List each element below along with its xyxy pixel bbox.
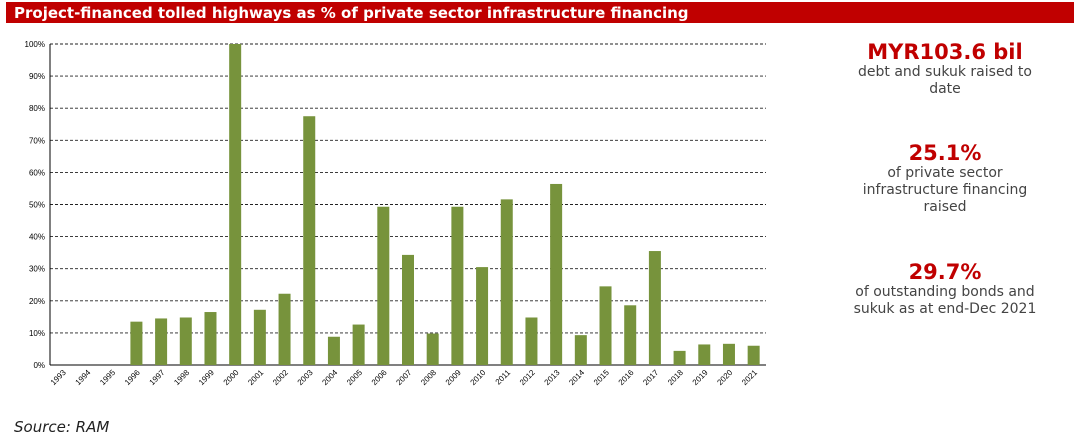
x-tick-label: 1995 [98, 368, 117, 387]
bar [525, 317, 538, 365]
x-tick-label: 2013 [543, 368, 562, 387]
bar [476, 267, 489, 365]
bar [722, 343, 735, 365]
stat-description: of private sector infrastructure financi… [862, 165, 1028, 215]
x-tick-label: 2002 [271, 368, 290, 387]
stat-value: 25.1% [908, 141, 982, 165]
bar [673, 350, 686, 365]
stat-value: 29.7% [908, 260, 982, 284]
x-tick-label: 2011 [494, 368, 513, 387]
bar [747, 345, 760, 365]
bar [179, 317, 192, 365]
x-tick-label: 2021 [740, 368, 759, 387]
chart-title: Project-financed tolled highways as % of… [14, 4, 689, 22]
x-tick-label: 2001 [246, 368, 265, 387]
x-tick-label: 1996 [123, 368, 142, 387]
x-tick-label: 1999 [197, 368, 216, 387]
y-tick-label: 90% [29, 72, 45, 81]
bar [253, 309, 266, 365]
title-bar: Project-financed tolled highways as % of… [6, 2, 1074, 23]
bar [278, 293, 291, 365]
bar [550, 183, 563, 365]
source-note: Source: RAM [14, 418, 110, 436]
x-tick-label: 2004 [320, 368, 339, 387]
x-tick-label: 2018 [666, 368, 685, 387]
bar [352, 324, 365, 365]
stat-infrastructure-share: 25.1% of private sector infrastructure f… [815, 141, 1075, 216]
stat-debt-raised: MYR103.6 bil debt and sukuk raised to da… [815, 40, 1075, 98]
bar [624, 305, 637, 365]
bar [402, 254, 414, 365]
stat-description: of outstanding bonds and sukuk as at end… [853, 284, 1037, 317]
x-tick-label: 2012 [518, 368, 537, 387]
x-tick-label: 2020 [715, 368, 734, 387]
bar [500, 199, 513, 365]
x-tick-label: 2007 [394, 368, 413, 387]
x-tick-label: 1993 [49, 368, 68, 387]
y-tick-label: 0% [33, 361, 45, 370]
bar [204, 312, 217, 365]
y-tick-label: 50% [29, 201, 45, 210]
bar [155, 318, 168, 365]
bar [229, 44, 242, 365]
x-tick-label: 2009 [444, 368, 463, 387]
x-tick-label: 2000 [222, 368, 241, 387]
y-tick-label: 30% [29, 265, 45, 274]
x-tick-label: 2014 [567, 368, 586, 387]
x-tick-label: 2015 [592, 368, 611, 387]
x-tick-label: 2005 [345, 368, 364, 387]
x-tick-label: 2019 [691, 368, 710, 387]
stat-value: MYR103.6 bil [867, 40, 1023, 64]
bar [130, 321, 143, 365]
bar [377, 206, 390, 365]
bar [303, 116, 316, 365]
bar [648, 251, 661, 365]
bar-chart: 0% 10% 20% 30% 40% 50% 60% 70% 80% 90% 100% 1993 199… [25, 40, 766, 387]
x-tick-label: 2016 [617, 368, 636, 387]
stat-description: debt and sukuk raised to date [858, 64, 1032, 97]
y-tick-label: 70% [29, 136, 45, 145]
x-tick-label: 2008 [419, 368, 438, 387]
bar [426, 333, 439, 365]
stat-outstanding-share: 29.7% of outstanding bonds and sukuk as … [815, 260, 1075, 318]
bar [599, 286, 612, 365]
x-tick-label: 1997 [148, 368, 167, 387]
x-tick-label: 2006 [370, 368, 389, 387]
x-tick-label: 1998 [172, 368, 191, 387]
y-tick-label: 60% [29, 168, 45, 177]
bar [698, 344, 711, 365]
bar [451, 206, 464, 365]
x-tick-label: 1994 [74, 368, 93, 387]
y-tick-label: 20% [29, 297, 45, 306]
y-tick-label: 40% [29, 233, 45, 242]
x-tick-label: 2003 [296, 368, 315, 387]
x-tick-label: 2010 [469, 368, 488, 387]
y-tick-label: 80% [29, 104, 45, 113]
bar [574, 335, 587, 365]
x-tick-label: 2017 [641, 368, 660, 387]
y-tick-label: 10% [29, 329, 45, 338]
y-tick-label: 100% [25, 40, 45, 49]
bar [327, 336, 340, 365]
